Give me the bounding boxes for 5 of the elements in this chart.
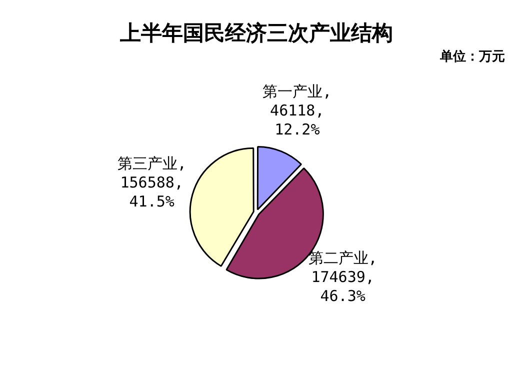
slice-label: 第二产业, 174639, 46.3% [308, 249, 378, 306]
slice-label: 第三产业, 156588, 41.5% [117, 154, 186, 211]
slice-label: 第一产业, 46118, 12.2% [262, 82, 332, 139]
chart-title: 上半年国民经济三次产业结构 [119, 20, 393, 46]
text: 单位：万元 [439, 48, 505, 64]
